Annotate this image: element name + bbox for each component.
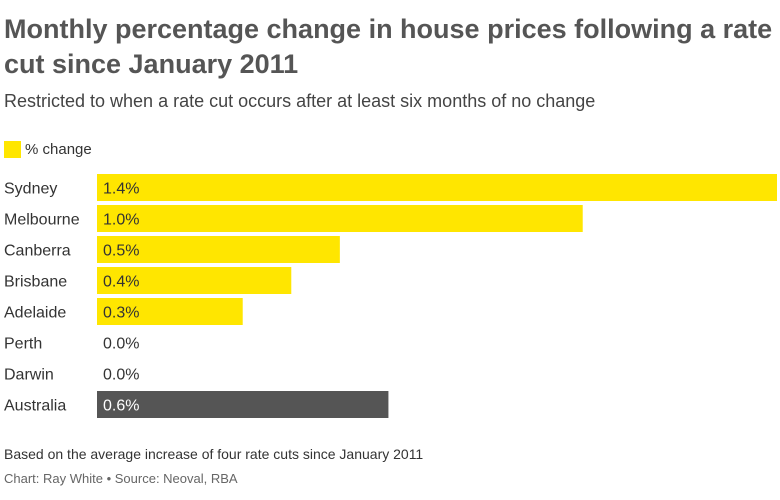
chart-subtitle: Restricted to when a rate cut occurs aft… (4, 91, 596, 111)
category-label: Brisbane (4, 274, 67, 291)
bar (97, 267, 292, 294)
data-label: 0.0% (103, 336, 139, 353)
category-label: Melbourne (4, 212, 80, 229)
data-label: 0.0% (103, 367, 139, 384)
category-label: Adelaide (4, 305, 66, 322)
data-label: 0.5% (103, 243, 139, 260)
bar-chart: Sydney 1.4% Melbourne 1.0% Canberra 0.5% Brisb… (4, 174, 777, 418)
legend: % change (4, 140, 92, 158)
legend-swatch (4, 140, 21, 158)
category-label: Australia (4, 398, 66, 415)
category-label: Perth (4, 336, 42, 353)
data-label: 1.4% (103, 181, 139, 198)
bar (97, 236, 340, 263)
chart-title: Monthly percentage change in house price… (4, 14, 773, 79)
bar (97, 205, 583, 232)
chart-credit: Chart: Ray White • Source: Neoval, RBA (4, 471, 238, 486)
bar (97, 298, 243, 325)
data-label: 0.3% (103, 305, 139, 322)
legend-label: % change (25, 140, 92, 158)
data-label: 0.4% (103, 274, 139, 291)
category-label: Darwin (4, 367, 54, 384)
category-label: Sydney (4, 181, 57, 198)
bar (97, 391, 389, 418)
data-label: 1.0% (103, 212, 139, 229)
bar (97, 174, 777, 201)
chart-note: Based on the average increase of four ra… (4, 446, 424, 462)
category-label: Canberra (4, 243, 71, 260)
data-label: 0.6% (103, 398, 139, 415)
